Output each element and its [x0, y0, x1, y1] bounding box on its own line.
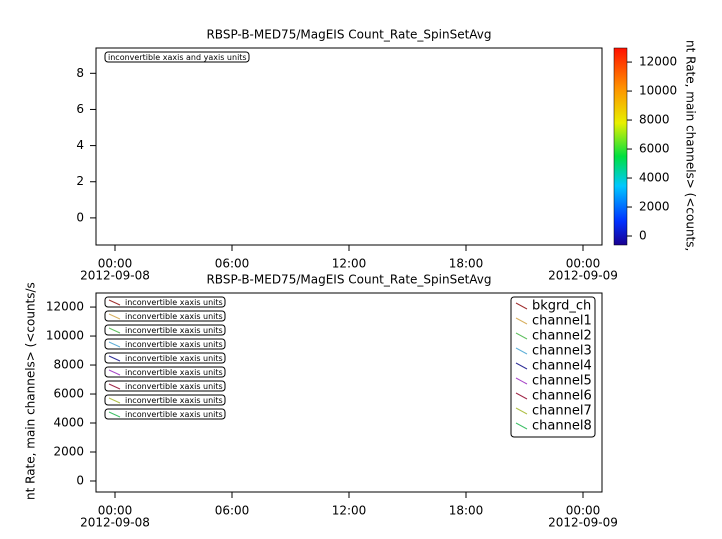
annotation: inconvertible xaxis and yaxis units: [108, 53, 247, 62]
y-tick-label: 4000: [53, 416, 84, 430]
annotation: inconvertible xaxis units: [125, 312, 223, 321]
x-tick-label: 00:00: [566, 504, 601, 518]
annotation-swatch: [108, 355, 121, 362]
annotation-swatch: [108, 299, 121, 306]
colorbar-tick-label: 8000: [639, 113, 670, 127]
y-tick-label: 6000: [53, 387, 84, 401]
annotation-swatch: [108, 411, 121, 418]
annotation: inconvertible xaxis units: [125, 396, 223, 405]
annotation-box: [104, 408, 226, 420]
annotation-box: [104, 310, 226, 322]
legend-label: channel4: [532, 359, 592, 374]
x-tick-label: 06:00: [215, 257, 250, 271]
annotation-box: [104, 296, 226, 308]
y-tick-label: 8000: [53, 358, 84, 372]
legend-label: channel2: [532, 329, 592, 344]
colorbar: [613, 47, 628, 246]
annotation-box: [104, 394, 226, 406]
colorbar-label: nt Rate, main channels> (<counts,: [684, 40, 698, 251]
annotation-swatch: [108, 313, 121, 320]
annotation-swatch: [108, 383, 121, 390]
legend-swatch: [515, 407, 528, 415]
legend-label: channel6: [532, 389, 592, 404]
y-tick-label: 10000: [46, 329, 84, 343]
annotation: inconvertible xaxis units: [125, 354, 223, 363]
annotation-swatch: [108, 369, 121, 376]
y-tick-label: 6: [76, 102, 84, 116]
x-tick-label: 18:00: [449, 504, 484, 518]
annotation-box: [104, 366, 226, 378]
annotation-swatch: [108, 397, 121, 404]
legend-swatch: [515, 377, 528, 385]
x-date-label: 2012-09-09: [548, 516, 618, 530]
annotation-box: [104, 380, 226, 392]
x-tick-label: 00:00: [98, 504, 133, 518]
legend-swatch: [515, 302, 528, 310]
colorbar-tick-label: 4000: [639, 171, 670, 185]
annotation: inconvertible xaxis units: [125, 298, 223, 307]
legend-label: channel7: [532, 404, 592, 419]
y-tick-label: 0: [76, 473, 84, 487]
y-tick-label: 12000: [46, 300, 84, 314]
annotation-swatch: [108, 327, 121, 334]
legend-label: bkgrd_ch: [532, 299, 591, 314]
x-tick-label: 00:00: [98, 257, 133, 271]
plot-frame: [95, 47, 603, 246]
x-date-label: 2012-09-08: [80, 516, 150, 530]
x-date-label: 2012-09-08: [80, 269, 150, 283]
chart-title: RBSP-B-MED75/MagEIS Count_Rate_SpinSetAv…: [206, 273, 491, 287]
legend-swatch: [515, 362, 528, 370]
legend-label: channel8: [532, 419, 592, 434]
annotation-box: [104, 51, 250, 63]
legend-swatch: [515, 347, 528, 355]
annotation: inconvertible xaxis units: [125, 368, 223, 377]
y-axis-label: nt Rate, main channels> (<counts/s: [24, 282, 38, 500]
annotation: inconvertible xaxis units: [125, 340, 223, 349]
colorbar-tick-label: 12000: [639, 55, 677, 69]
colorbar-tick-label: 2000: [639, 200, 670, 214]
legend-swatch: [515, 317, 528, 325]
x-tick-label: 12:00: [332, 257, 367, 271]
annotation: inconvertible xaxis units: [125, 382, 223, 391]
annotation-box: [104, 338, 226, 350]
annotation: inconvertible xaxis units: [125, 326, 223, 335]
legend-label: channel1: [532, 314, 592, 329]
chart-title: RBSP-B-MED75/MagEIS Count_Rate_SpinSetAv…: [206, 28, 491, 42]
legend-swatch: [515, 332, 528, 340]
annotation-swatch: [108, 341, 121, 348]
x-tick-label: 12:00: [332, 504, 367, 518]
annotation: inconvertible xaxis units: [125, 410, 223, 419]
x-date-label: 2012-09-09: [548, 269, 618, 283]
x-tick-label: 00:00: [566, 257, 601, 271]
y-tick-label: 2000: [53, 444, 84, 458]
legend-swatch: [515, 422, 528, 430]
y-tick-label: 0: [76, 210, 84, 224]
colorbar-tick-label: 10000: [639, 84, 677, 98]
x-tick-label: 06:00: [215, 504, 250, 518]
x-tick-label: 18:00: [449, 257, 484, 271]
annotation-box: [104, 324, 226, 336]
legend-box: [510, 296, 596, 438]
y-tick-label: 8: [76, 66, 84, 80]
y-tick-label: 4: [76, 138, 84, 152]
legend-label: channel3: [532, 344, 592, 359]
y-tick-label: 2: [76, 174, 84, 188]
colorbar-tick-label: 0: [639, 229, 647, 243]
colorbar-tick-label: 6000: [639, 142, 670, 156]
legend-label: channel5: [532, 374, 592, 389]
legend-swatch: [515, 392, 528, 400]
annotation-box: [104, 352, 226, 364]
